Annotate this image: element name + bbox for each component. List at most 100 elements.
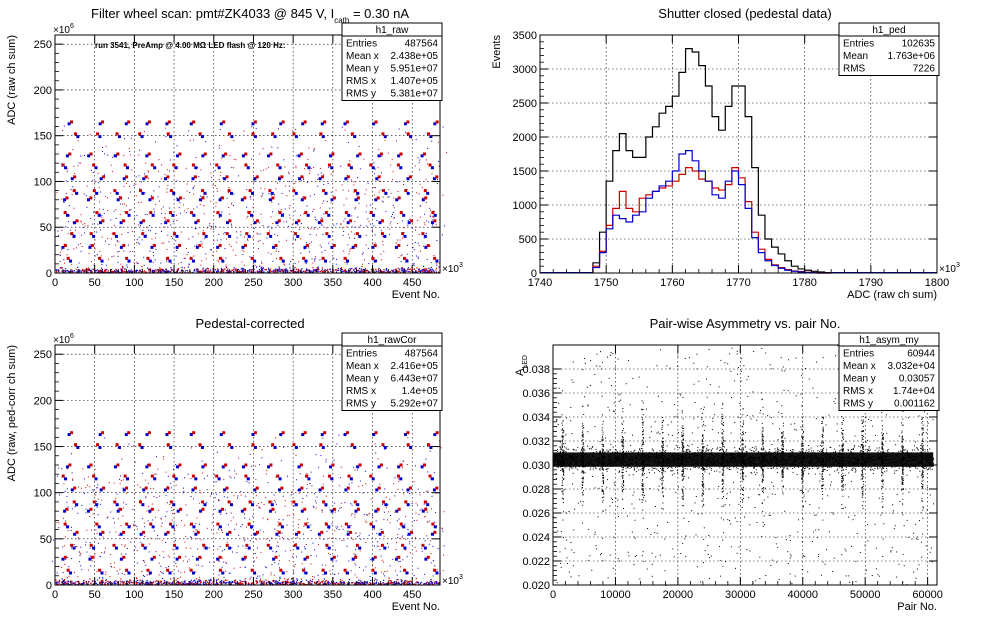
scatter-point xyxy=(324,270,326,272)
scatter-point xyxy=(417,582,419,584)
scatter-point xyxy=(105,270,107,272)
scatter-point xyxy=(259,239,261,241)
asym-point xyxy=(894,472,896,474)
scatter-point xyxy=(237,495,239,497)
asym-point xyxy=(911,458,913,460)
scatter-point xyxy=(63,211,67,215)
scatter-point xyxy=(72,478,74,480)
scatter-point xyxy=(201,189,205,193)
scatter-point xyxy=(325,227,327,229)
scatter-point xyxy=(66,254,68,256)
scatter-point xyxy=(115,498,117,500)
scatter-point xyxy=(291,578,293,580)
scatter-point xyxy=(61,165,63,167)
scatter-point xyxy=(146,463,148,465)
scatter-point xyxy=(78,551,80,553)
scatter-point xyxy=(164,582,166,584)
scatter-point xyxy=(147,482,149,484)
scatter-point xyxy=(324,211,328,215)
scatter-point xyxy=(225,486,229,490)
scatter-point xyxy=(321,223,323,225)
scatter-point xyxy=(99,583,101,585)
scatter-point xyxy=(103,153,105,155)
scatter-point xyxy=(177,268,179,271)
scatter-point xyxy=(311,583,313,585)
scatter-point xyxy=(278,166,282,170)
scatter-point xyxy=(96,579,99,581)
scatter-point xyxy=(428,271,430,273)
scatter-point xyxy=(147,583,149,585)
scatter-point xyxy=(62,271,65,273)
scatter-point xyxy=(184,535,186,537)
scatter-point xyxy=(328,582,330,584)
scatter-point xyxy=(96,570,98,572)
scatter-point xyxy=(304,548,306,550)
scatter-point xyxy=(61,468,63,470)
x-axis-label: ADC (raw ch sum) xyxy=(847,289,937,301)
scatter-point xyxy=(305,163,309,167)
scatter-point xyxy=(419,271,422,273)
scatter-point xyxy=(221,270,224,272)
asym-point xyxy=(563,450,565,452)
scatter-point xyxy=(80,250,82,252)
scatter-point xyxy=(293,570,295,572)
scatter-point xyxy=(154,270,156,272)
scatter-point xyxy=(413,248,415,250)
scatter-point xyxy=(381,571,383,573)
scatter-point xyxy=(426,259,428,261)
scatter-point xyxy=(203,581,205,583)
scatter-point xyxy=(146,581,148,583)
chart-title-end: = 0.30 nA xyxy=(349,6,409,21)
scatter-point xyxy=(300,578,303,580)
scatter-point xyxy=(278,211,282,215)
scatter-point xyxy=(383,135,387,139)
scatter-point xyxy=(278,535,280,537)
asym-point xyxy=(933,463,935,465)
scatter-point xyxy=(91,271,93,273)
scatter-point xyxy=(59,254,61,256)
scatter-point xyxy=(416,519,418,521)
scatter-point xyxy=(354,198,358,202)
scatter-point xyxy=(393,197,395,199)
scatter-point xyxy=(333,257,335,259)
scatter-point xyxy=(321,564,323,566)
scatter-point xyxy=(212,271,214,273)
scatter-point xyxy=(195,156,197,158)
scatter-point xyxy=(80,221,82,223)
scatter-point xyxy=(195,228,197,230)
scatter-point xyxy=(53,539,55,541)
scatter-point xyxy=(407,437,409,439)
scatter-point xyxy=(393,583,395,585)
scatter-point xyxy=(299,270,301,272)
scatter-point xyxy=(100,580,102,582)
scatter-point xyxy=(192,431,196,435)
scatter-point xyxy=(426,490,428,492)
scatter-point xyxy=(102,577,104,579)
scatter-point xyxy=(260,502,262,504)
asym-point xyxy=(829,463,831,465)
scatter-point xyxy=(422,269,424,272)
scatter-point xyxy=(419,183,421,185)
scatter-point xyxy=(295,542,297,544)
scatter-point xyxy=(51,560,53,562)
scatter-point xyxy=(289,185,291,187)
scatter-point xyxy=(362,582,364,585)
scatter-point xyxy=(306,473,308,475)
scatter-point xyxy=(238,582,241,584)
scatter-point xyxy=(279,577,281,580)
scatter-point xyxy=(146,579,148,582)
scatter-point xyxy=(369,582,371,584)
scatter-point xyxy=(437,178,439,180)
scatter-point xyxy=(301,580,303,582)
scatter-point xyxy=(406,443,410,447)
scatter-point xyxy=(374,431,378,435)
scatter-point xyxy=(362,271,364,273)
scatter-point xyxy=(354,207,356,209)
scatter-point xyxy=(155,270,157,272)
scatter-point xyxy=(374,234,376,236)
scatter-point xyxy=(148,198,152,202)
scatter-point xyxy=(287,225,289,227)
scatter-point xyxy=(365,244,367,246)
scatter-point xyxy=(134,217,136,219)
scatter-point xyxy=(92,211,94,213)
